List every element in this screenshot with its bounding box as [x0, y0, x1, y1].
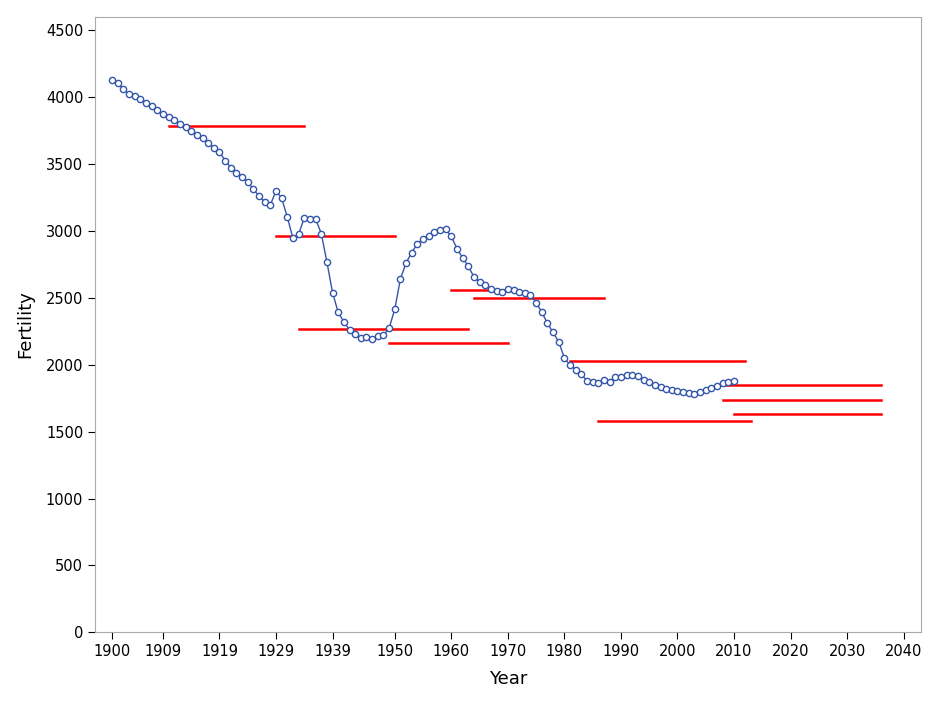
Y-axis label: Fertility: Fertility	[17, 290, 35, 358]
X-axis label: Year: Year	[488, 670, 527, 688]
